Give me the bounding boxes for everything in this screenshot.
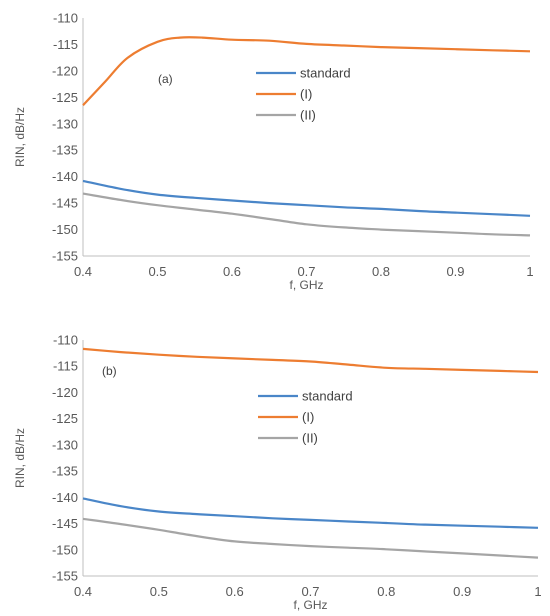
y-tick-label: -150 <box>52 542 78 557</box>
x-tick-label: 0.6 <box>223 264 241 279</box>
x-tick-label: 0.4 <box>74 264 92 279</box>
series-line-ii <box>82 517 539 559</box>
y-tick-label: -150 <box>52 222 78 237</box>
chart-panel-2: -110 -115 -120 -125 -130 -135 -140 -145 -150 -155… <box>13 333 542 613</box>
y-tick-label: -115 <box>53 37 78 52</box>
chart-panel-1: -110 -115 -120 -125 -130 -135 -140 -145 -150 -155… <box>13 11 534 293</box>
x-tick-label: 0.8 <box>377 584 395 599</box>
x-tick-label: 0.9 <box>453 584 471 599</box>
y-tick-label: -125 <box>52 411 78 426</box>
x-tick-label: 0.5 <box>150 584 168 599</box>
y-tick-label: -130 <box>52 116 78 131</box>
x-tick-label: 1 <box>534 584 541 599</box>
y-tick-label: -120 <box>52 63 78 78</box>
series-line-i <box>82 36 531 107</box>
x-axis-label: f, GHz <box>293 598 327 612</box>
y-tick-label: -140 <box>52 490 78 505</box>
series-line-standard <box>82 497 539 529</box>
y-axis-label: RIN, dB/Hz <box>13 107 27 167</box>
y-tick-label: -120 <box>52 385 78 400</box>
panel-label: (b) <box>102 364 117 378</box>
x-tick-label: 0.7 <box>297 264 315 279</box>
y-tick-label: -125 <box>52 90 78 105</box>
x-tick-label: 0.4 <box>74 584 92 599</box>
legend-label: (II) <box>300 108 316 123</box>
y-tick-label: -145 <box>52 196 78 211</box>
series-line-i <box>82 347 539 374</box>
y-tick-label: -110 <box>53 333 78 348</box>
y-axis-label: RIN, dB/Hz <box>13 428 27 488</box>
y-tick-label: -115 <box>53 359 78 374</box>
x-tick-label: 0.6 <box>226 584 244 599</box>
y-tick-label: -145 <box>52 516 78 531</box>
y-tick-label: -155 <box>52 569 78 584</box>
x-tick-label: 1 <box>526 264 533 279</box>
panel-label: (a) <box>158 72 173 86</box>
x-axis-label: f, GHz <box>289 278 323 292</box>
legend-label: (I) <box>302 410 314 425</box>
legend-label: standard <box>300 66 351 81</box>
x-tick-label: 0.7 <box>301 584 319 599</box>
x-tick-label: 0.5 <box>148 264 166 279</box>
series-line-standard <box>82 179 531 217</box>
y-tick-label: -140 <box>52 169 78 184</box>
y-tick-label: -155 <box>52 249 78 264</box>
x-tick-label: 0.8 <box>372 264 390 279</box>
y-tick-label: -110 <box>53 11 78 26</box>
legend-label: (II) <box>302 431 318 446</box>
y-tick-label: -130 <box>52 437 78 452</box>
legend-label: standard <box>302 389 353 404</box>
legend-label: (I) <box>300 87 312 102</box>
x-tick-label: 0.9 <box>446 264 464 279</box>
series-line-ii <box>82 192 531 237</box>
y-tick-label: -135 <box>52 464 78 479</box>
y-tick-label: -135 <box>52 143 78 158</box>
